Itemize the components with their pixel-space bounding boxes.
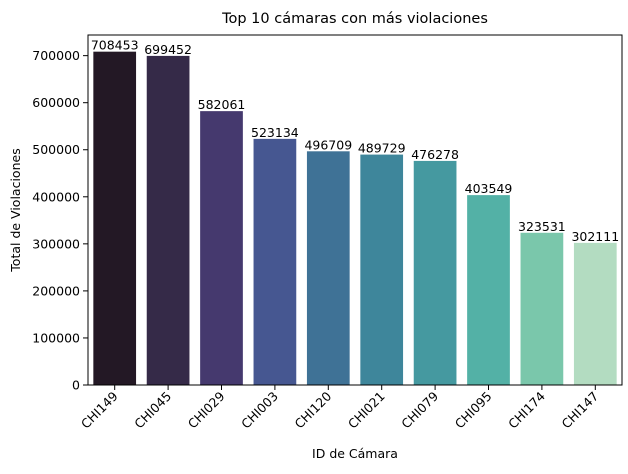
data-label-chi147: 302111 xyxy=(571,229,619,244)
data-label-chi120: 496709 xyxy=(304,137,352,152)
x-tick-label-chi149: CHI149 xyxy=(78,388,121,431)
y-axis-label: Total de Violaciones xyxy=(8,148,23,272)
bar-chi095 xyxy=(467,195,510,385)
x-tick-label-chi003: CHI003 xyxy=(238,389,281,432)
bar-chi021 xyxy=(360,154,404,385)
data-label-chi095: 403549 xyxy=(465,181,513,196)
y-tick-label: 100000 xyxy=(32,330,80,345)
data-label-chi174: 323531 xyxy=(518,219,566,234)
x-tick-label-chi079: CHI079 xyxy=(398,388,441,431)
data-labels-layer: 708453 699452 582061 523134 496709 489729 4762… xyxy=(91,38,619,244)
bar-chi147 xyxy=(573,242,617,385)
data-label-chi003: 523134 xyxy=(251,125,299,140)
x-axis-label: ID de Cámara xyxy=(312,446,398,461)
x-tick-label-chi029: CHI029 xyxy=(185,388,228,431)
bar-chi174 xyxy=(520,232,564,385)
bar-chi045 xyxy=(146,55,190,386)
y-tick-label: 700000 xyxy=(32,48,80,63)
x-tick-label-chi174: CHI174 xyxy=(505,388,548,431)
bars-layer xyxy=(93,51,617,386)
y-tick-label: 200000 xyxy=(32,283,80,298)
y-tick-label: 300000 xyxy=(32,236,80,251)
bar-chi003 xyxy=(253,138,297,385)
plot-frame xyxy=(87,34,623,386)
bar-chi149 xyxy=(93,51,137,386)
data-label-chi021: 489729 xyxy=(358,141,406,156)
y-tick-label: 600000 xyxy=(32,95,80,110)
y-tick-label: 500000 xyxy=(32,142,80,157)
data-label-chi029: 582061 xyxy=(198,97,246,112)
bar-chi079 xyxy=(413,160,457,385)
x-tick-label-chi021: CHI021 xyxy=(345,389,388,432)
chart-title: Top 10 cámaras con más violaciones xyxy=(221,11,488,27)
data-label-chi079: 476278 xyxy=(411,147,459,162)
y-tick-label: 400000 xyxy=(32,189,80,204)
x-tick-label-chi120: CHI120 xyxy=(292,388,335,431)
x-tick-label-chi045: CHI045 xyxy=(131,389,174,432)
y-tick-label: 0 xyxy=(72,378,80,393)
x-tick-label-chi147: CHI147 xyxy=(559,389,602,432)
data-label-chi149: 708453 xyxy=(91,38,139,53)
bar-chi029 xyxy=(200,111,243,385)
data-label-chi045: 699452 xyxy=(144,42,192,57)
y-axis: 0 100000 200000 300000 400000 500000 600000 700… xyxy=(32,48,88,393)
bar-chi120 xyxy=(306,151,350,385)
x-tick-label-chi095: CHI095 xyxy=(452,389,495,432)
x-axis: CHI149 CHI045 CHI029 CHI003 CHI120 CHI021 CHI0… xyxy=(78,385,602,432)
